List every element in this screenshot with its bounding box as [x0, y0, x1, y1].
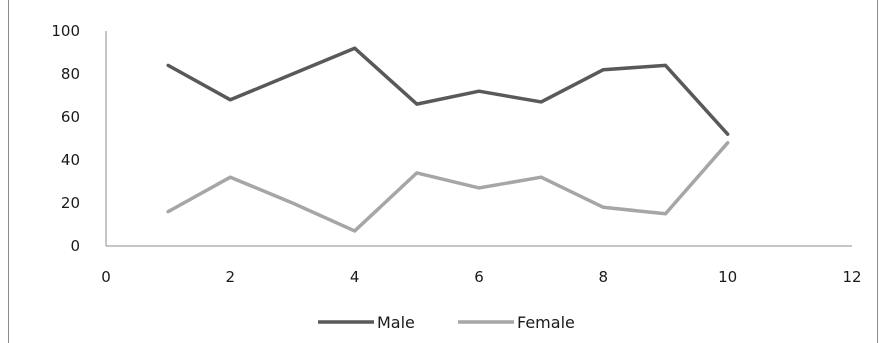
- series-line-female: [166, 141, 730, 233]
- legend-label-female: Female: [517, 313, 575, 332]
- x-tick-label: 6: [474, 268, 484, 286]
- legend-label-male: Male: [377, 313, 415, 332]
- legend: Male Female: [318, 313, 575, 332]
- y-tick-label: 40: [61, 151, 80, 169]
- y-tick-label: 100: [51, 22, 80, 40]
- chart-frame: [8, 0, 878, 343]
- y-tick-label: 20: [61, 194, 80, 212]
- x-tick-label: 10: [718, 268, 737, 286]
- x-tick-label: 8: [599, 268, 609, 286]
- x-tick-label: 2: [226, 268, 236, 286]
- y-tick-label: 60: [61, 108, 80, 126]
- axes: 0 20 40 60 80 100 0 2 4 6 8 10 12: [51, 22, 861, 286]
- x-tick-label: 12: [842, 268, 861, 286]
- y-tick-label: 0: [70, 237, 80, 255]
- x-tick-label: 4: [350, 268, 360, 286]
- series-line-male: [166, 46, 730, 136]
- y-tick-label: 80: [61, 65, 80, 83]
- series-layer: [166, 46, 730, 233]
- x-tick-label: 0: [101, 268, 111, 286]
